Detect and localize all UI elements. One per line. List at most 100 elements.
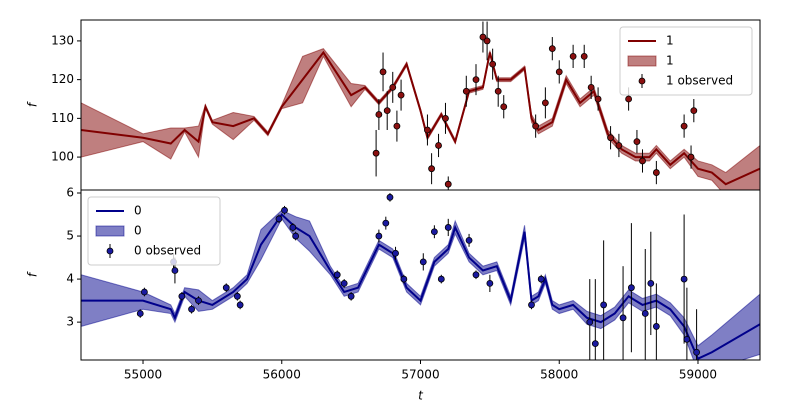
y-axis-label: f <box>26 271 40 277</box>
observed-point <box>379 68 387 76</box>
legend: 0 0 0 observed <box>87 196 221 266</box>
observed-point <box>383 107 391 115</box>
observed-point <box>639 157 646 165</box>
observed-point <box>680 275 688 283</box>
observed-point <box>548 45 556 53</box>
observed-point <box>641 310 649 317</box>
observed-point <box>580 53 588 60</box>
observed-point <box>233 292 241 300</box>
observed-point <box>141 288 148 296</box>
observed-point <box>500 103 508 111</box>
observed-point <box>615 142 623 149</box>
observed-point <box>281 206 288 214</box>
observed-point <box>171 267 179 274</box>
observed-point <box>683 335 691 343</box>
observed-point <box>178 292 186 300</box>
observed-point <box>486 279 494 287</box>
observed-point <box>528 301 535 309</box>
y-tick-label: 100 <box>51 150 74 164</box>
observed-point <box>289 224 297 231</box>
x-tick-label: 57000 <box>401 368 439 382</box>
observed-point <box>541 99 549 107</box>
observed-point <box>375 111 383 118</box>
observed-point <box>690 107 698 115</box>
observed-point <box>444 224 452 231</box>
observed-point <box>591 340 599 348</box>
observed-point <box>494 87 502 95</box>
observed-point <box>594 95 602 103</box>
observed-point <box>442 114 449 122</box>
observed-point <box>479 33 487 41</box>
observed-point <box>600 301 608 309</box>
observed-point <box>435 142 442 149</box>
observed-point <box>275 215 283 223</box>
y-tick-label: 5 <box>66 229 74 243</box>
legend-marker <box>638 77 646 85</box>
observed-point <box>472 271 480 279</box>
observed-point <box>680 122 688 130</box>
legend-label: 1 <box>666 34 674 48</box>
observed-point <box>382 219 390 227</box>
observed-point <box>444 180 452 188</box>
observed-point <box>462 87 470 95</box>
observed-point <box>625 95 633 103</box>
observed-point <box>587 83 595 91</box>
plot-area <box>81 193 760 360</box>
legend-marker <box>106 247 114 255</box>
observed-point <box>537 275 545 283</box>
x-axis-label: t <box>418 389 424 400</box>
observed-point <box>555 68 563 76</box>
observed-point <box>428 165 435 173</box>
observed-point <box>532 122 540 130</box>
observed-point <box>619 314 627 322</box>
x-tick-label: 55000 <box>124 368 162 382</box>
observed-point <box>375 232 383 240</box>
y-axis-label: f <box>26 101 40 107</box>
y-tick-label: 4 <box>66 272 74 286</box>
legend-patch <box>95 225 125 237</box>
observed-point <box>419 258 427 266</box>
observed-point <box>195 297 202 305</box>
observed-point <box>693 348 700 356</box>
legend-label: 0 <box>134 224 142 238</box>
y-tick-label: 6 <box>66 186 74 200</box>
observed-point <box>347 292 355 300</box>
legend-label: 1 observed <box>666 74 733 88</box>
observed-point <box>424 126 431 134</box>
observed-point <box>483 37 491 45</box>
observed-point <box>340 279 348 287</box>
observed-point <box>222 284 230 292</box>
y-tick-label: 3 <box>66 315 74 329</box>
observed-point <box>633 138 641 145</box>
observed-point <box>437 275 445 283</box>
legend-patch <box>627 55 657 67</box>
observed-point <box>586 318 594 326</box>
legend-label: 0 <box>134 204 142 218</box>
observed-point <box>465 236 473 244</box>
observed-point <box>386 193 394 201</box>
observed-point <box>652 323 660 330</box>
observed-point <box>652 169 660 176</box>
observed-point <box>292 232 300 240</box>
observed-point <box>188 305 195 313</box>
legend-box <box>87 196 221 266</box>
x-tick-label: 59000 <box>679 368 717 382</box>
x-tick-label: 58000 <box>540 368 578 382</box>
observed-point <box>607 134 614 142</box>
observed-point <box>489 60 497 68</box>
y-tick-label: 130 <box>51 33 74 47</box>
observed-point <box>430 228 438 236</box>
y-tick-label: 120 <box>51 72 74 86</box>
legend-label: 0 observed <box>134 244 201 258</box>
legend-box <box>619 26 753 96</box>
x-tick-label: 56000 <box>263 368 301 382</box>
observed-point <box>333 271 341 279</box>
y-tick-label: 110 <box>51 111 74 125</box>
observed-point <box>472 76 480 84</box>
observed-point <box>647 279 655 287</box>
observed-point <box>687 153 695 161</box>
observed-point <box>236 301 244 309</box>
observed-point <box>389 83 397 91</box>
